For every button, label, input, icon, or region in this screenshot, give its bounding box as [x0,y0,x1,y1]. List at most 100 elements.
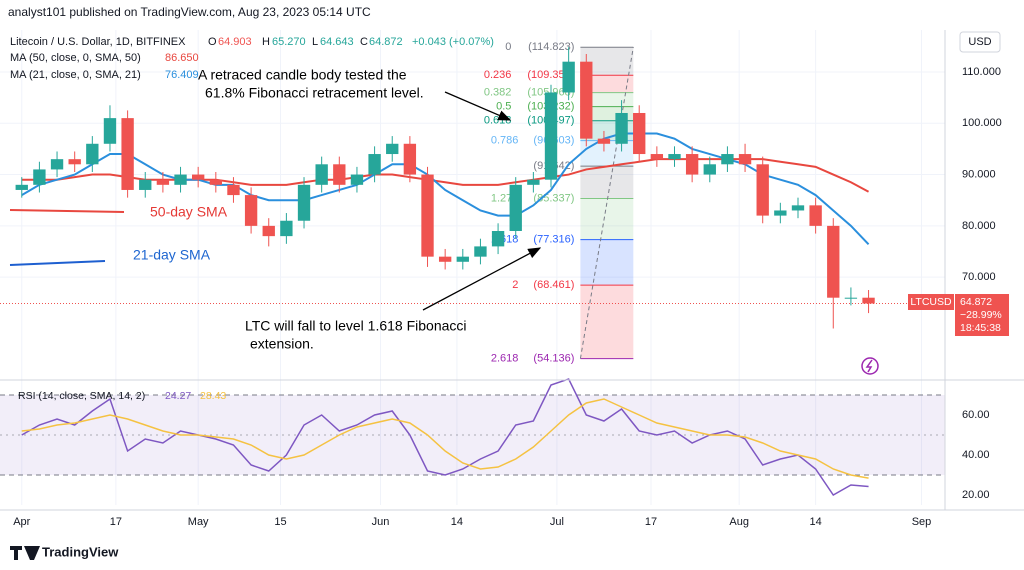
x-tick-label: 14 [810,516,822,528]
candle-body [862,297,875,304]
fib-ratio: 0 [505,41,511,53]
fib-ratio: 0.382 [484,87,512,99]
fib-ratio: 0.5 [496,101,511,113]
fib-trend [579,47,634,359]
candle-body [350,174,364,185]
currency-button[interactable] [959,31,1001,53]
annotation: A retraced candle body tested the [198,67,407,83]
y-tick-label: 80.000 [962,220,996,232]
candle-body [121,118,134,190]
candle-body [456,256,469,262]
candle-body [368,154,381,175]
arrow [422,247,542,311]
tag-change: −28.99% [960,309,1002,321]
candle-body [209,179,222,185]
candle-body [403,143,417,175]
change: +0.043 (+0.07%) [412,36,494,48]
candle-body [544,92,558,180]
rsi-value: 28.43 [200,390,226,402]
candle-body [685,154,699,175]
label: L [312,36,318,48]
arrow [444,91,512,121]
legend-line [9,209,125,213]
y-tick-label: 90.000 [962,168,996,180]
fib-band [580,92,634,107]
candle-body [597,138,611,144]
candle-body [438,256,452,262]
candle-body [791,205,805,211]
x-tick-label: Jun [372,516,390,528]
ohlc: 64.643 [320,36,354,48]
fib-ratio: 0.236 [484,69,512,81]
annotation: extension. [250,336,314,352]
icon[interactable] [861,357,879,375]
ma-value: 76.409 [165,69,199,81]
currency[interactable]: USD [968,36,991,48]
fib-ratio: 0.786 [491,135,519,147]
candle-body [580,61,593,139]
y-tick-label: 20.00 [962,489,990,501]
candle-body [827,225,840,298]
candle-body [668,154,681,160]
marks [15,47,875,496]
fib-band [580,166,634,199]
candle-body [50,159,64,170]
candle-body [527,179,540,185]
y-tick-label: 70.000 [962,271,996,283]
annotation: LTC will fall to level 1.618 Fibonacci [245,318,467,334]
legend-label: 21-day SMA [133,247,211,263]
publisher: analyst101 published on TradingView.com,… [8,5,371,19]
ohlc: 65.270 [272,36,306,48]
candle-body [809,205,822,226]
x-tick-label: Aug [729,516,749,528]
ma-label: MA (21, close, 0, SMA, 21) [10,69,141,81]
candle-body [227,184,240,196]
icon [865,359,873,373]
tag-symbol-box [908,294,954,310]
y-tick-label: 60.00 [962,409,990,421]
x-tick-label: 17 [645,516,657,528]
candle-body [15,184,28,190]
symbol: Litecoin / U.S. Dollar, 1D, BITFINEX [10,36,186,48]
x-tick-label: 15 [274,516,286,528]
candle-body [703,164,716,175]
fib-ratio: 2.618 [491,352,519,364]
fib-band [580,140,634,167]
x-tick-label: Jul [550,516,564,528]
candle-body [721,154,734,165]
x-tick-label: Sep [912,516,932,528]
candle-body [174,174,187,185]
candle-body [421,174,434,257]
candle-body [844,297,858,299]
y-tick-label: 110.000 [962,66,1001,78]
ma-label: MA (50, close, 0, SMA, 50) [10,52,141,64]
fibonacci: (114.823)0(109.352)0.236(105.968)0.382(1… [484,41,634,364]
fib-ratio: 0.618 [484,115,512,127]
label: H [262,36,270,48]
candle-body [509,184,522,231]
candle-body [68,159,81,165]
candle-body [774,210,787,216]
legend-label: 50-day SMA [150,204,228,220]
y-tick-label: 40.00 [962,449,990,461]
y-tick-label: 100.000 [962,117,1002,129]
candle-body [139,179,152,190]
candle-body [491,231,505,247]
label: O [208,36,217,48]
candle-body [386,143,399,155]
fib-ratio: 2 [512,279,518,291]
annotation: 61.8% Fibonacci retracement level. [205,85,424,101]
tag-price: 64.872 [960,296,992,308]
tag-symbol: LTCUSD [910,296,952,308]
ohlc: 64.872 [369,36,403,48]
x-tick-label: 14 [451,516,463,528]
candle-body [474,246,487,257]
legend-line [9,260,106,266]
candle-body [86,143,99,165]
candle-body [192,174,205,180]
rsi-title: RSI (14, close, SMA, 14, 2) [18,390,145,402]
ma-value: 86.650 [165,52,199,64]
candle-body [297,184,311,221]
